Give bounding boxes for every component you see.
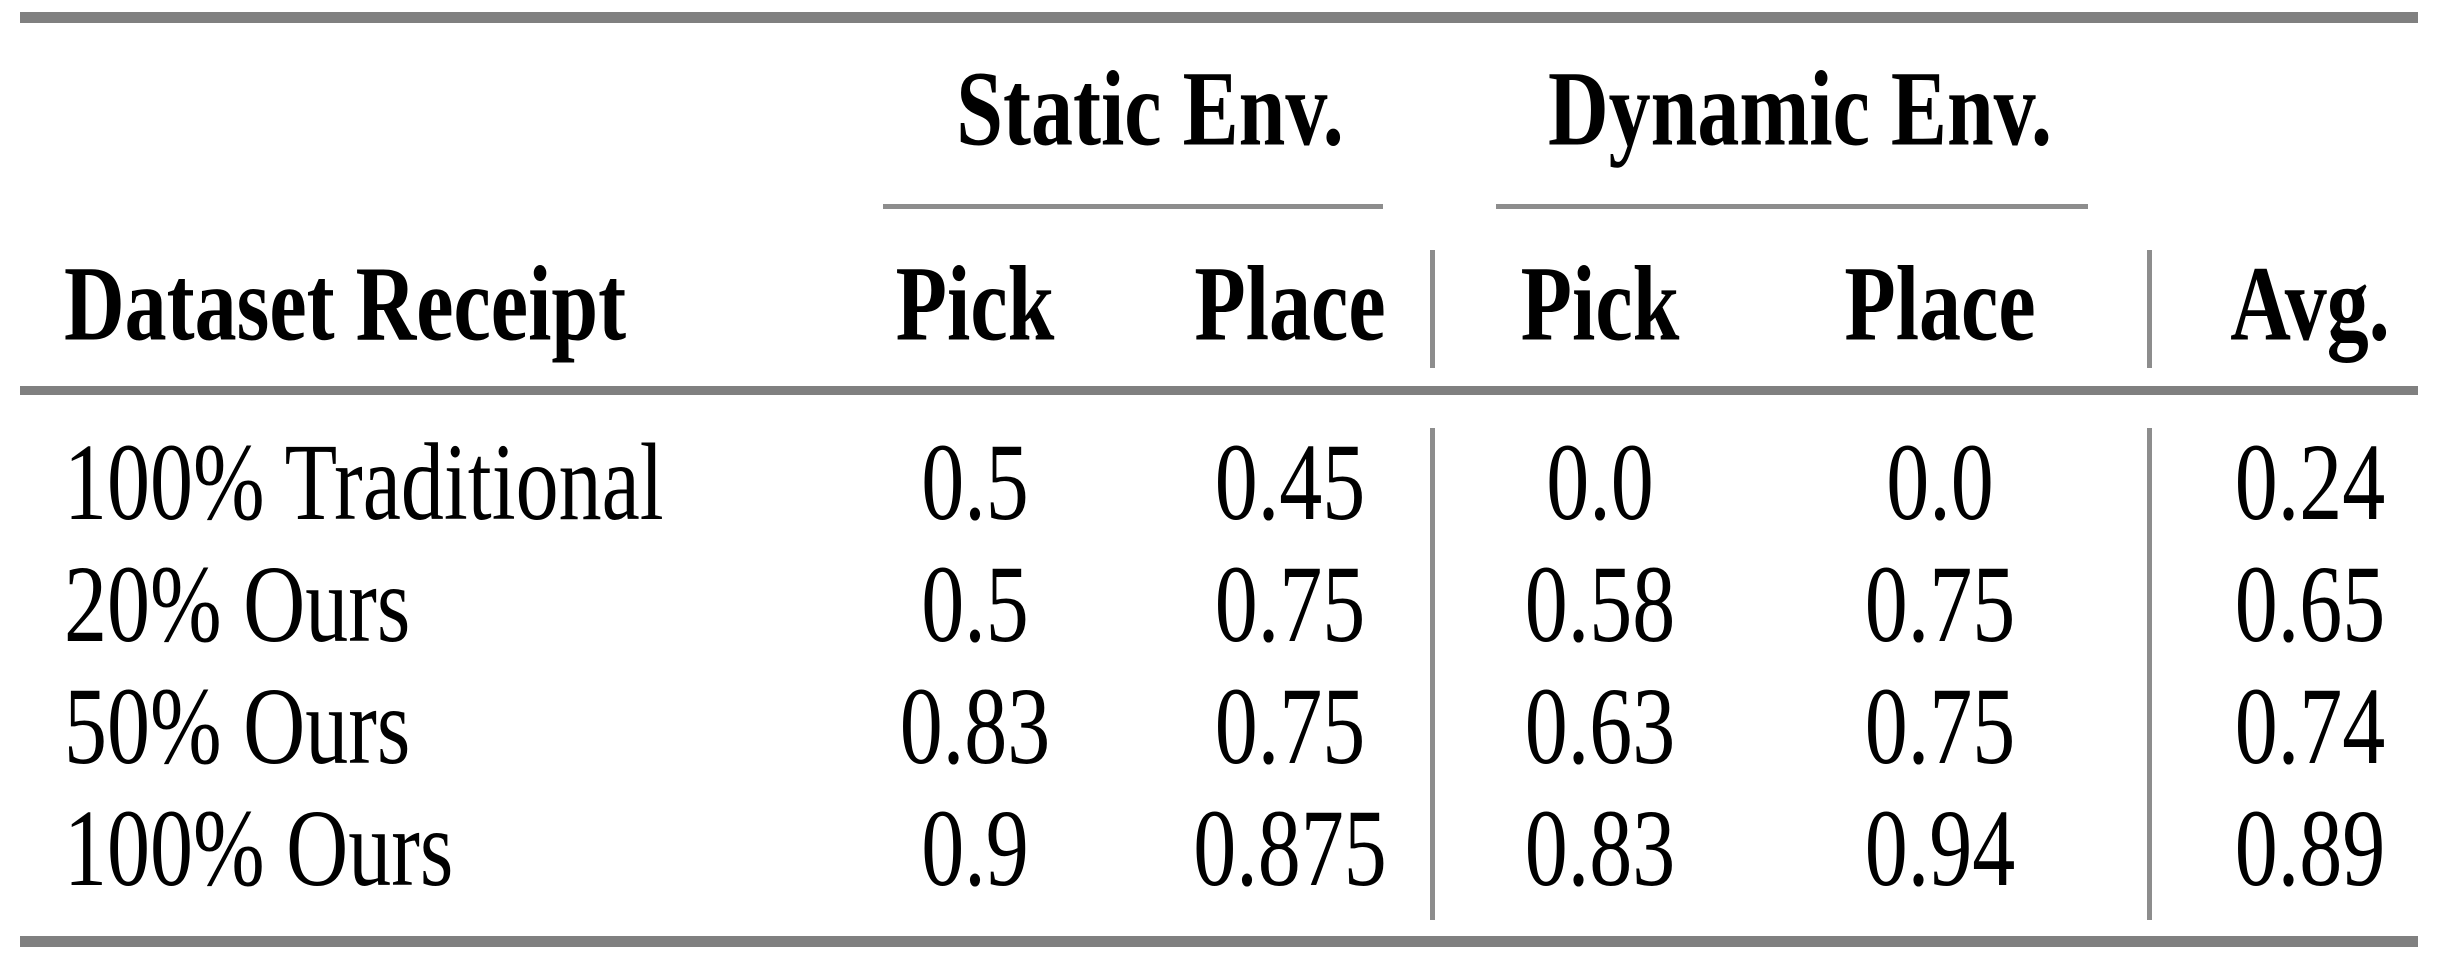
cell-static-place: 0.75 bbox=[1214, 542, 1366, 666]
row-label-50-ours: 50% Ours bbox=[64, 664, 411, 788]
cell-static-pick: 0.5 bbox=[921, 420, 1029, 544]
table-bottom-rule bbox=[20, 936, 2418, 947]
cell-static-pick: 0.83 bbox=[899, 664, 1051, 788]
row-label-100-traditional: 100% Traditional bbox=[64, 420, 664, 544]
cell-static-place: 0.875 bbox=[1193, 786, 1387, 910]
table-header-separator-rule bbox=[20, 386, 2418, 395]
header-cell-dataset-receipt: Dataset Receipt bbox=[64, 244, 627, 364]
header-cell-dynamic-pick: Pick bbox=[1520, 244, 1680, 364]
cell-dynamic-place: 0.94 bbox=[1864, 786, 2016, 910]
cell-static-place: 0.75 bbox=[1214, 664, 1366, 788]
row-label-100-ours: 100% Ours bbox=[64, 786, 454, 910]
header-cell-dynamic-place: Place bbox=[1844, 244, 2036, 364]
vertical-separator-dynamic-avg-header bbox=[2147, 250, 2152, 368]
table-top-rule bbox=[20, 12, 2418, 23]
static-env-underline-rule bbox=[883, 204, 1383, 209]
cell-static-place: 0.45 bbox=[1214, 420, 1366, 544]
header-cell-static-pick: Pick bbox=[895, 244, 1055, 364]
cell-dynamic-place: 0.0 bbox=[1886, 420, 1994, 544]
header-cell-static-place: Place bbox=[1194, 244, 1386, 364]
cell-dynamic-place: 0.75 bbox=[1864, 664, 2016, 788]
row-label-20-ours: 20% Ours bbox=[64, 542, 411, 666]
cell-avg: 0.24 bbox=[2234, 420, 2386, 544]
cell-avg: 0.65 bbox=[2234, 542, 2386, 666]
cell-static-pick: 0.5 bbox=[921, 542, 1029, 666]
cell-avg: 0.89 bbox=[2234, 786, 2386, 910]
header-cell-avg: Avg. bbox=[2230, 244, 2390, 364]
cell-avg: 0.74 bbox=[2234, 664, 2386, 788]
vertical-separator-static-dynamic-body bbox=[1430, 428, 1435, 920]
cell-dynamic-pick: 0.63 bbox=[1524, 664, 1676, 788]
column-group-dynamic-env-label: Dynamic Env. bbox=[1547, 49, 2053, 169]
cell-dynamic-place: 0.75 bbox=[1864, 542, 2016, 666]
vertical-separator-static-dynamic-header bbox=[1430, 250, 1435, 368]
dynamic-env-underline-rule bbox=[1496, 204, 2088, 209]
cell-static-pick: 0.9 bbox=[921, 786, 1029, 910]
vertical-separator-dynamic-avg-body bbox=[2147, 428, 2152, 920]
cell-dynamic-pick: 0.58 bbox=[1524, 542, 1676, 666]
cell-dynamic-pick: 0.0 bbox=[1546, 420, 1654, 544]
column-group-static-env-label: Static Env. bbox=[956, 49, 1344, 169]
cell-dynamic-pick: 0.83 bbox=[1524, 786, 1676, 910]
